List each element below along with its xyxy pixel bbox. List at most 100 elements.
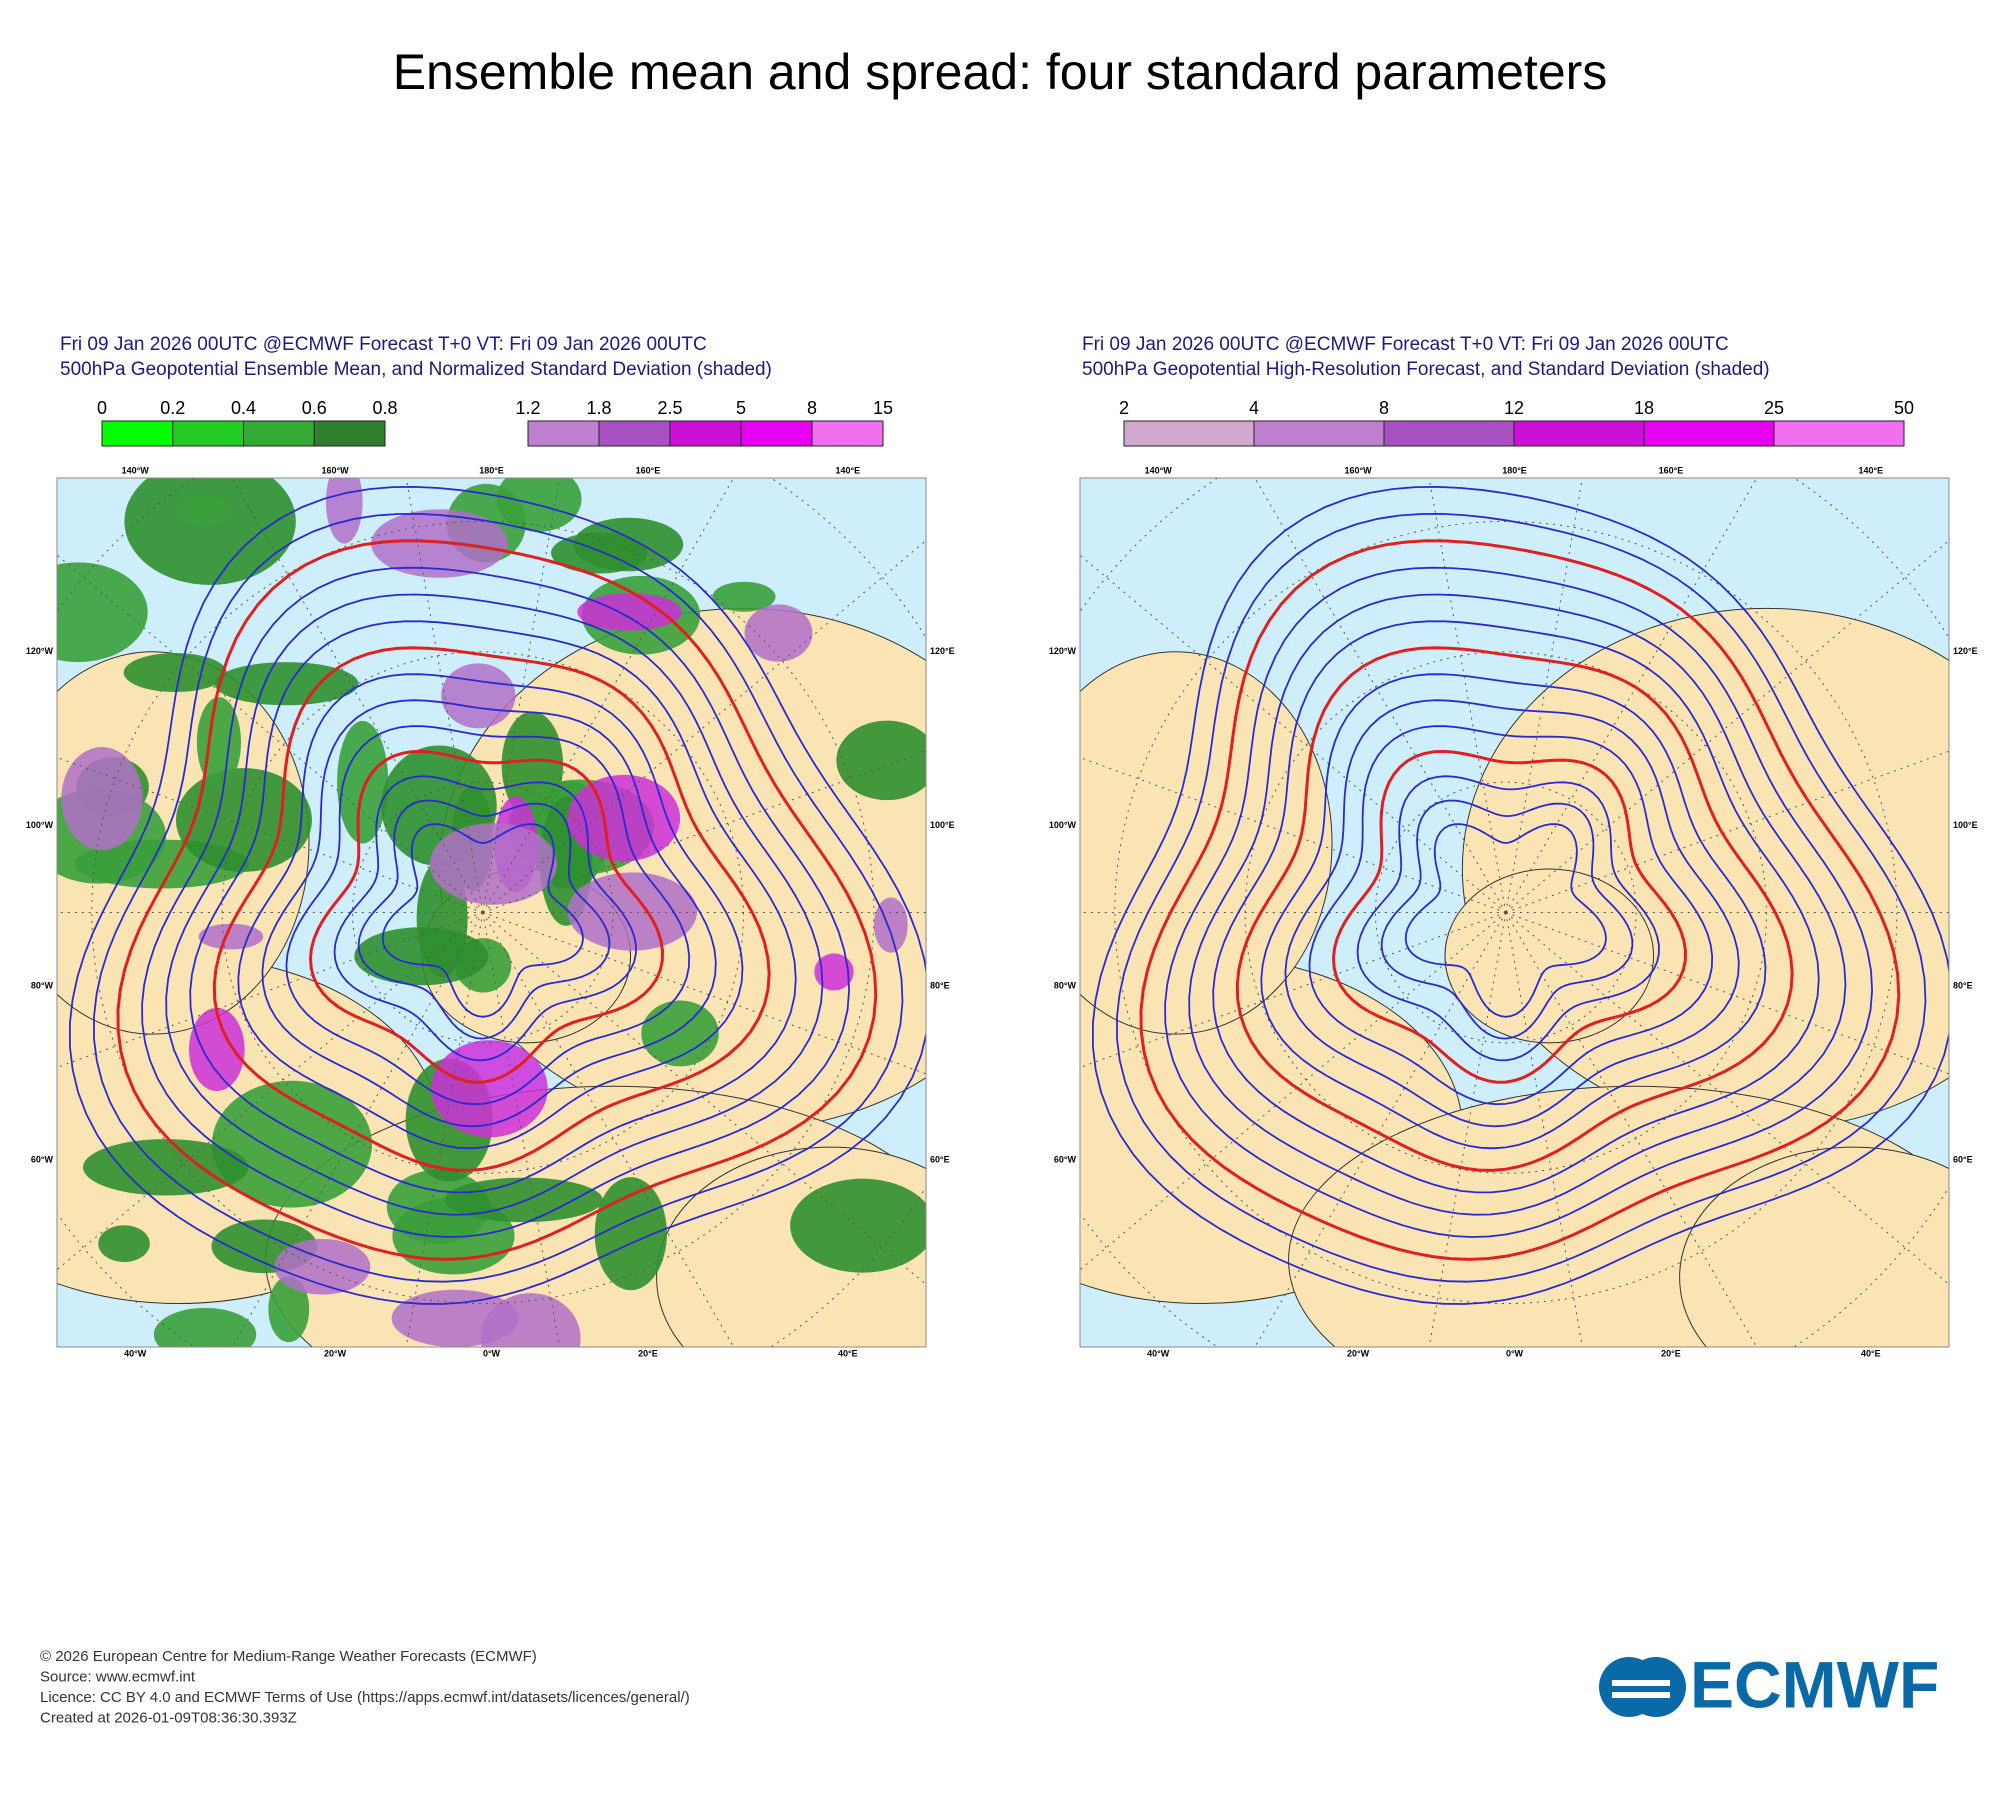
legend-label: 8 xyxy=(1379,398,1389,418)
grid-label: 180°E xyxy=(479,465,504,475)
legend-label: 4 xyxy=(1249,398,1259,418)
shade-purple xyxy=(441,663,516,729)
contour xyxy=(1308,725,1714,1106)
meridian xyxy=(57,554,484,913)
grid-label: 160°W xyxy=(1345,465,1373,475)
contour xyxy=(165,593,824,1216)
map: 140°W 160°W 180°E 160°E 140°E 40°W 20°W 0°W 20°E… xyxy=(1049,465,1978,1358)
grid-label: 140°E xyxy=(835,465,860,475)
meridian xyxy=(57,912,484,1271)
panel-header: 500hPa Geopotential Ensemble Mean, and N… xyxy=(60,359,772,380)
shade-purple xyxy=(567,872,698,951)
grid-label: 20°E xyxy=(638,1348,658,1358)
map-frame xyxy=(1079,477,1950,1348)
contour xyxy=(308,749,665,1084)
contour xyxy=(1331,749,1688,1084)
grid-label: 160°W xyxy=(322,465,350,475)
shade-green xyxy=(712,581,776,612)
shade-green xyxy=(98,1225,150,1263)
meridian xyxy=(1505,750,1949,913)
grid-label: 60°W xyxy=(31,1155,54,1165)
legend-swatch xyxy=(1383,420,1515,447)
meridian xyxy=(57,912,483,1069)
shade-purple xyxy=(325,478,363,544)
contour xyxy=(1235,646,1794,1172)
contour xyxy=(357,799,611,1040)
legend-swatch xyxy=(740,420,813,447)
shade-green xyxy=(790,1178,926,1273)
grid-label: 40°E xyxy=(838,1348,858,1358)
shade-green xyxy=(124,478,296,585)
shade-purple xyxy=(198,923,264,950)
shade-green xyxy=(82,1139,249,1196)
lat-circle xyxy=(351,781,614,1044)
contour xyxy=(1284,699,1740,1128)
contour xyxy=(1356,775,1660,1062)
shade-purple xyxy=(189,1007,245,1092)
footer-line: © 2026 European Centre for Medium-Range … xyxy=(40,1648,537,1665)
footer-line: Licence: CC BY 4.0 and ECMWF Terms of Us… xyxy=(40,1689,690,1706)
grid-label: 60°W xyxy=(1054,1155,1077,1165)
shade-green xyxy=(354,927,489,986)
meridian xyxy=(1505,912,1949,1286)
legend-label: 12 xyxy=(1504,398,1524,418)
contour xyxy=(1139,539,1901,1261)
shade-green xyxy=(57,562,148,663)
legend-swatch xyxy=(669,420,742,447)
grid-label: 140°E xyxy=(1858,465,1883,475)
meridian xyxy=(1080,912,1506,1069)
meridian xyxy=(482,912,926,1075)
legend-swatch xyxy=(172,420,244,447)
map-content xyxy=(1080,478,1949,1347)
shade-green xyxy=(337,720,389,844)
contour xyxy=(1380,799,1634,1040)
logo: ECMWF xyxy=(1599,1647,1939,1721)
legend-swatch xyxy=(598,420,671,447)
grid-label: 140°W xyxy=(1145,465,1173,475)
lat-circle xyxy=(1114,520,1898,1305)
logo-mark xyxy=(1626,1657,1686,1717)
shade-green xyxy=(268,1276,310,1343)
meridian xyxy=(1505,912,1583,1347)
legend-swatch xyxy=(101,420,174,447)
shade-green xyxy=(123,653,227,693)
contour xyxy=(1212,620,1820,1194)
legend-swatch xyxy=(1123,420,1255,447)
shade-purple xyxy=(429,822,557,905)
map: 140°W 160°W 180°E 160°E 140°E 40°W 20°W 0°W 20°E… xyxy=(26,465,955,1358)
shade-green xyxy=(214,662,359,706)
legend-label: 1.2 xyxy=(515,398,540,418)
meridian xyxy=(1080,756,1506,913)
legend-swatch xyxy=(1643,420,1775,447)
legend-label: 2 xyxy=(1119,398,1129,418)
legend-label: 25 xyxy=(1764,398,1784,418)
grid-label: 20°E xyxy=(1661,1348,1681,1358)
contour xyxy=(333,775,637,1062)
meridian xyxy=(482,478,560,913)
contour xyxy=(69,485,926,1305)
contour xyxy=(1116,512,1927,1283)
map-content xyxy=(57,478,926,1347)
grid-label: 100°E xyxy=(1953,820,1978,830)
meridian xyxy=(1505,478,1758,913)
grid-label: 80°E xyxy=(930,981,950,991)
contour xyxy=(285,725,691,1106)
legend-swatch xyxy=(527,420,600,447)
meridian xyxy=(1505,912,1949,1075)
meridian xyxy=(1080,912,1507,1271)
logo-mark xyxy=(1612,1692,1670,1698)
meridian xyxy=(482,539,926,913)
logo-text: ECMWF xyxy=(1690,1647,1939,1721)
legend-swatch xyxy=(313,420,386,447)
legend-swatch xyxy=(1513,420,1645,447)
contour xyxy=(237,673,744,1150)
panel-header: Fri 09 Jan 2026 00UTC @ECMWF Forecast T+… xyxy=(1082,334,1729,355)
meridian xyxy=(405,912,484,1347)
meridian xyxy=(1254,912,1507,1347)
meridian xyxy=(1505,912,1758,1347)
shade-green xyxy=(177,494,230,527)
grid-label: 180°E xyxy=(1502,465,1527,475)
legend-label: 5 xyxy=(736,398,746,418)
contour xyxy=(116,539,878,1261)
meridian xyxy=(1505,539,1949,913)
